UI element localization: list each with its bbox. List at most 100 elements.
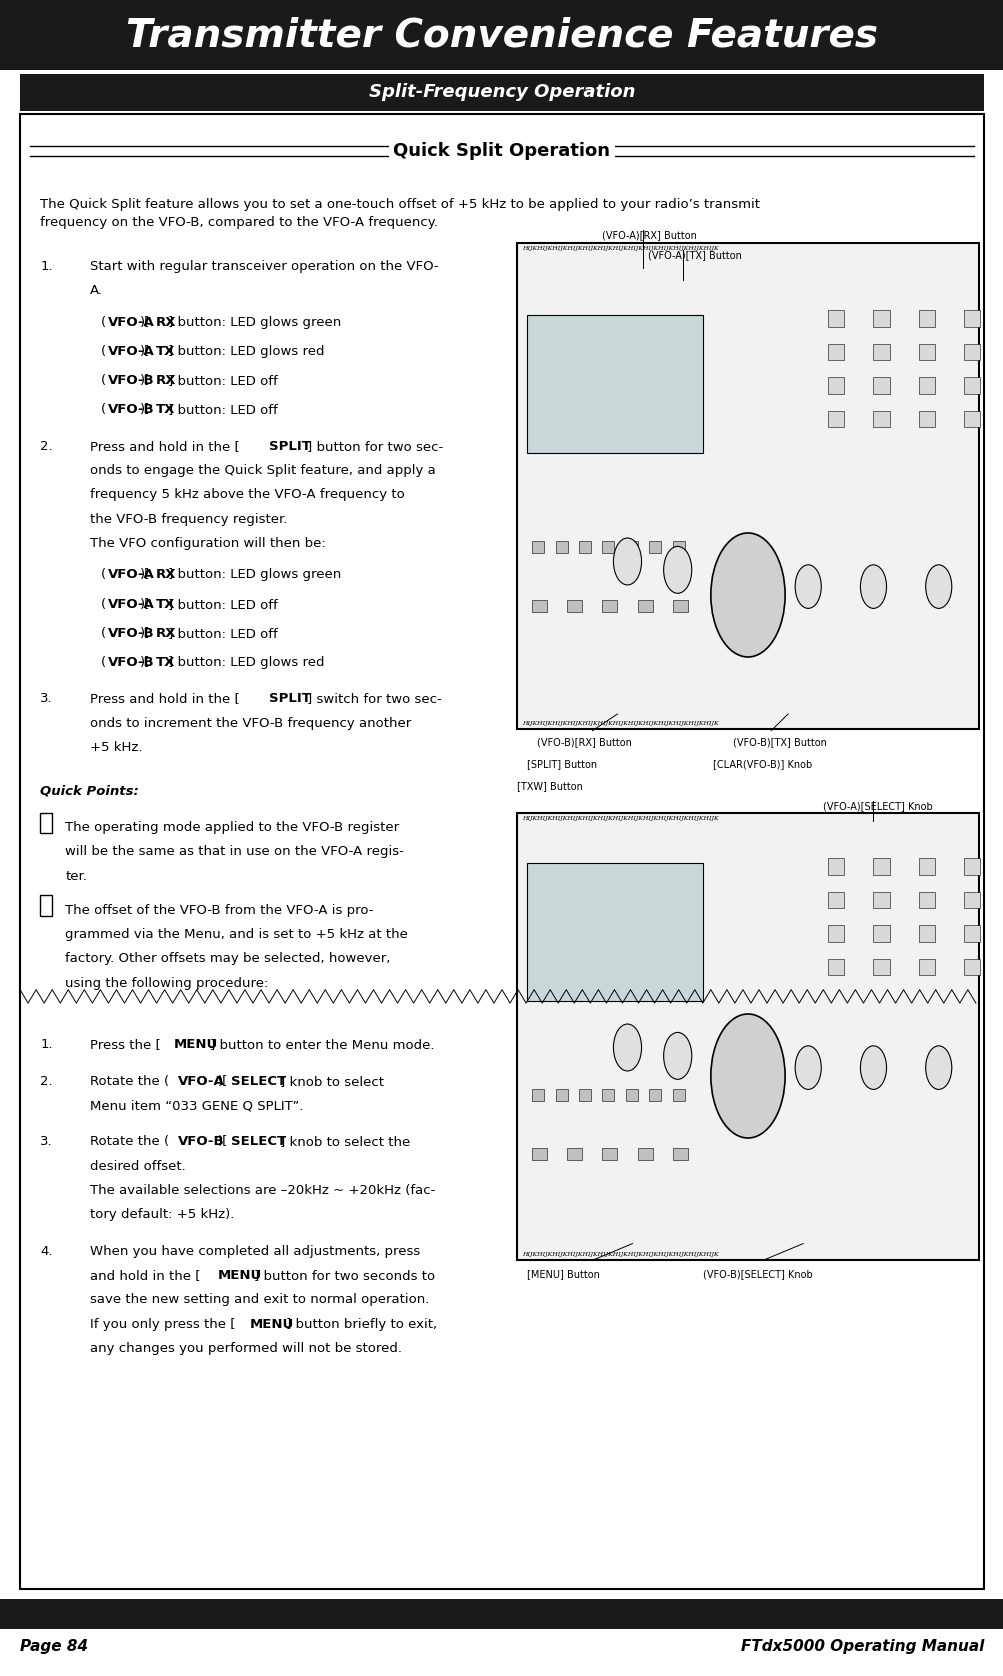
Bar [555, 1089, 567, 1101]
Circle shape [925, 565, 951, 608]
Bar [873, 344, 889, 360]
Text: When you have completed all adjustments, press: When you have completed all adjustments,… [90, 1245, 420, 1259]
Text: onds to increment the VFO-B frequency another: onds to increment the VFO-B frequency an… [90, 717, 411, 729]
Bar [918, 310, 934, 327]
Bar [602, 1089, 614, 1101]
Bar [0, 1599, 1003, 1629]
Text: ] button for two sec-: ] button for two sec- [307, 439, 443, 453]
Text: Press and hold in the [: Press and hold in the [ [90, 692, 240, 706]
Text: )[: )[ [139, 374, 149, 387]
Text: (: ( [100, 598, 105, 610]
Bar [827, 310, 844, 327]
Circle shape [710, 1014, 784, 1138]
Bar [0, 0, 1003, 70]
Text: )[: )[ [139, 345, 149, 359]
Circle shape [613, 1024, 641, 1071]
Text: The Quick Split feature allows you to set a one-touch offset of +5 kHz to be app: The Quick Split feature allows you to se… [40, 198, 759, 228]
Text: onds to engage the Quick Split feature, and apply a: onds to engage the Quick Split feature, … [90, 464, 435, 478]
Text: HIJKHIJKHIJKHIJKHIJKHIJKHIJKHIJKHIJKHIJKHIJKHIJKHIJK: HIJKHIJKHIJKHIJKHIJKHIJKHIJKHIJKHIJKHIJK… [522, 1252, 718, 1257]
Bar [827, 411, 844, 427]
Text: )[: )[ [218, 1074, 228, 1088]
Text: (VFO-B)[TX] Button: (VFO-B)[TX] Button [732, 737, 826, 747]
Bar [532, 1148, 547, 1160]
Bar [918, 344, 934, 360]
Bar [672, 541, 684, 553]
Text: ] button: LED glows green: ] button: LED glows green [168, 315, 341, 328]
Text: the VFO-B frequency register.: the VFO-B frequency register. [90, 513, 288, 526]
Text: Press and hold in the [: Press and hold in the [ [90, 439, 240, 453]
Text: RX: RX [155, 374, 176, 387]
Text: (: ( [100, 374, 105, 387]
Text: any changes you performed will not be stored.: any changes you performed will not be st… [90, 1342, 402, 1356]
Text: HIJKHIJKHIJKHIJKHIJKHIJKHIJKHIJKHIJKHIJKHIJKHIJKHIJK: HIJKHIJKHIJKHIJKHIJKHIJKHIJKHIJKHIJKHIJK… [522, 816, 718, 821]
Circle shape [794, 565, 820, 608]
Text: SPLIT: SPLIT [269, 692, 311, 706]
Text: (: ( [100, 655, 105, 669]
Text: Press the [: Press the [ [90, 1037, 160, 1051]
Text: (: ( [100, 404, 105, 416]
Text: TX: TX [155, 404, 175, 416]
Bar [873, 310, 889, 327]
Text: The available selections are –20kHz ~ +20kHz (fac-: The available selections are –20kHz ~ +2… [90, 1183, 435, 1197]
Bar [827, 925, 844, 942]
Text: If you only press the [: If you only press the [ [90, 1317, 236, 1331]
Bar [672, 1148, 687, 1160]
Bar [918, 925, 934, 942]
Text: 4.: 4. [40, 1245, 52, 1259]
Bar [602, 1148, 617, 1160]
Text: will be the same as that in use on the VFO-A regis-: will be the same as that in use on the V… [65, 845, 404, 858]
Bar [918, 892, 934, 908]
Bar [918, 377, 934, 394]
Bar [672, 1089, 684, 1101]
Text: A.: A. [90, 285, 103, 297]
Bar [532, 1089, 544, 1101]
Circle shape [663, 1032, 691, 1079]
Bar [40, 813, 52, 833]
Text: SPLIT: SPLIT [269, 439, 311, 453]
Text: Menu item “033 GENE Q SPLIT”.: Menu item “033 GENE Q SPLIT”. [90, 1099, 304, 1113]
Text: using the following procedure:: using the following procedure: [65, 977, 269, 991]
Text: VFO-A: VFO-A [108, 345, 155, 359]
Text: Rotate the (: Rotate the ( [90, 1074, 170, 1088]
Text: (VFO-A)[SELECT] Knob: (VFO-A)[SELECT] Knob [822, 801, 932, 811]
Text: (VFO-A)[RX] Button: (VFO-A)[RX] Button [602, 230, 696, 240]
Circle shape [860, 1046, 886, 1089]
Text: ] button: LED off: ] button: LED off [168, 598, 278, 610]
Bar [827, 959, 844, 975]
Bar [602, 600, 617, 612]
Text: Quick Points:: Quick Points: [40, 784, 138, 798]
Text: frequency 5 kHz above the VFO-A frequency to: frequency 5 kHz above the VFO-A frequenc… [90, 488, 404, 501]
Bar [527, 315, 702, 453]
Text: ter.: ter. [65, 870, 87, 883]
Text: VFO-A: VFO-A [108, 598, 155, 610]
Text: VFO-B: VFO-B [108, 404, 154, 416]
Text: desired offset.: desired offset. [90, 1160, 186, 1173]
Text: ] switch for two sec-: ] switch for two sec- [307, 692, 441, 706]
Text: Split-Frequency Operation: Split-Frequency Operation [368, 84, 635, 101]
Bar [579, 541, 591, 553]
Text: 2.: 2. [40, 439, 53, 453]
Bar [963, 892, 979, 908]
Text: ] button briefly to exit,: ] button briefly to exit, [286, 1317, 437, 1331]
Text: )[: )[ [139, 568, 149, 582]
Text: VFO-B: VFO-B [108, 627, 154, 640]
Text: (VFO-B)[RX] Button: (VFO-B)[RX] Button [537, 737, 631, 747]
Text: Transmitter Convenience Features: Transmitter Convenience Features [125, 17, 878, 54]
Text: (VFO-A)[TX] Button: (VFO-A)[TX] Button [647, 250, 741, 260]
Circle shape [860, 565, 886, 608]
Text: ] knob to select the: ] knob to select the [280, 1135, 410, 1148]
Text: [TXW] Button: [TXW] Button [517, 781, 583, 791]
Text: and hold in the [: and hold in the [ [90, 1269, 201, 1282]
Text: 2.: 2. [40, 1074, 53, 1088]
Text: Quick Split Operation: Quick Split Operation [393, 142, 610, 159]
Circle shape [710, 533, 784, 657]
Text: 1.: 1. [40, 1037, 53, 1051]
Text: ] knob to select: ] knob to select [280, 1074, 384, 1088]
Bar [567, 600, 582, 612]
Bar [918, 959, 934, 975]
Text: VFO-B: VFO-B [108, 655, 154, 669]
Bar [963, 344, 979, 360]
Text: RX: RX [155, 315, 176, 328]
Bar [532, 541, 544, 553]
Circle shape [613, 538, 641, 585]
